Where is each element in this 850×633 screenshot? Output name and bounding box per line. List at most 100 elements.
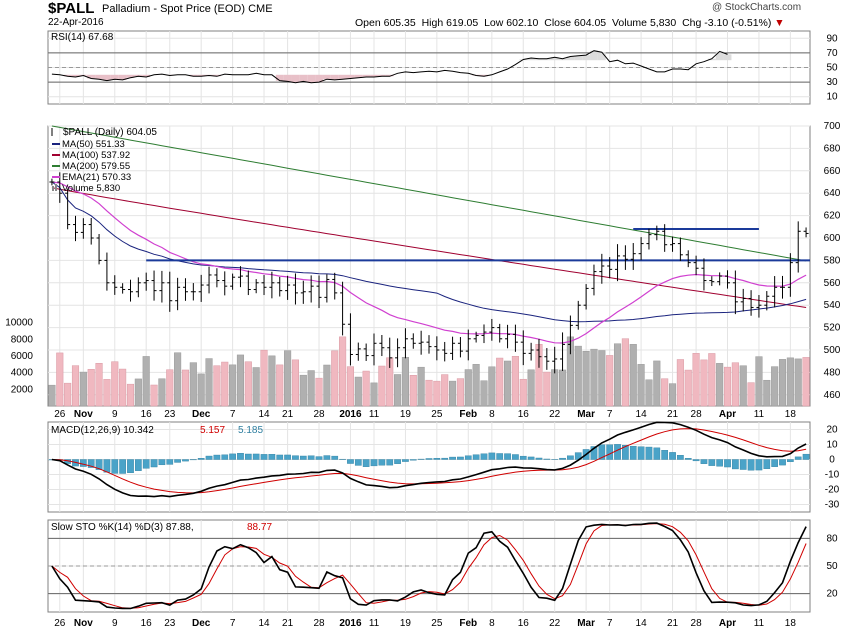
volume-bar [661, 378, 669, 407]
macd-histogram-bar [771, 459, 778, 467]
macd-histogram-bar [629, 445, 637, 460]
rsi-weak-fill [126, 74, 135, 78]
macd-histogram-bar [755, 459, 763, 471]
volume-bar [150, 384, 158, 407]
macd-histogram-bar [464, 455, 472, 460]
macd-histogram-bar [669, 452, 676, 460]
macd-histogram-bar [284, 454, 291, 460]
volume-tick-label: 8000 [11, 334, 34, 345]
volume-bar [527, 369, 535, 407]
volume-bar [221, 361, 229, 407]
rsi-weak-fill [142, 74, 151, 77]
macd-histogram-bar [394, 459, 401, 464]
macd-histogram-bar [779, 459, 786, 466]
rsi-strong-fill [527, 58, 536, 61]
rsi-weak-fill [134, 74, 143, 77]
volume-bar [731, 362, 739, 407]
volume-bar [339, 336, 347, 407]
volume-bar [574, 345, 582, 407]
rsi-weak-fill [362, 74, 371, 77]
sto-tick-label: 80 [826, 533, 838, 544]
x-axis: 26 26 Nov Nov 9 9 16 16 23 23 Dec Dec 7 7 14 14 21 21 28 28… [54, 409, 796, 629]
x-tick-label: 11 [754, 409, 765, 420]
rsi-weak-fill [275, 74, 284, 81]
volume-bar [590, 348, 598, 407]
price-tick-label: 520 [824, 323, 841, 334]
rsi-weak-fill [102, 74, 111, 81]
volume-bar [64, 382, 72, 407]
volume-bar [613, 343, 622, 407]
rsi-weak-fill [370, 74, 378, 77]
macd-histogram-bar [213, 454, 221, 460]
macd-histogram-bar [512, 454, 519, 460]
rsi-weak-fill [118, 74, 127, 80]
macd-tick-label: -20 [825, 485, 840, 496]
macd-histogram-bar [307, 455, 315, 460]
macd-histogram-bar [787, 459, 794, 462]
macd-histogram-bar [677, 455, 684, 460]
x-tick-label: 8 [489, 409, 495, 420]
rsi-strong-fill [558, 58, 567, 61]
macd-histogram-bar [535, 457, 543, 460]
volume-bar [56, 352, 64, 407]
sto-title: Slow STO %K(14) %D(3) 87.88, [51, 522, 194, 533]
chg-label: Chg [682, 17, 702, 29]
volume-bar [276, 364, 284, 407]
macd-histogram-bar [519, 455, 527, 460]
macd-histogram-bar [559, 457, 566, 460]
rsi-title: RSI(14) 67.68 [51, 32, 114, 43]
volume-bar [307, 370, 315, 407]
macd-histogram-bar [692, 459, 700, 462]
rsi-strong-fill [597, 52, 606, 61]
x-tick-label: 16 [141, 409, 153, 420]
macd-histogram-bar [378, 459, 386, 466]
rsi-weak-fill [189, 74, 198, 77]
macd-histogram-bar [739, 459, 747, 470]
macd-histogram-bar [292, 455, 299, 460]
volume-bar [346, 366, 354, 407]
high-label: High [421, 17, 444, 29]
rsi-weak-fill [307, 74, 316, 83]
macd-histogram-bar [409, 459, 417, 461]
volume-bar [252, 367, 260, 407]
volume-bar [684, 369, 692, 407]
volume-bar [236, 354, 245, 407]
watermark: @ StockCharts.com [712, 2, 802, 13]
macd-histogram-bar [237, 452, 244, 460]
x-tick-label: 23 [164, 618, 176, 629]
macd-frame [47, 421, 811, 513]
macd-signal-value: 5.157 [200, 425, 225, 436]
macd-histogram-bar [127, 459, 134, 474]
macd-histogram-bar [111, 459, 119, 474]
rsi-tick-label: 70 [826, 48, 838, 59]
x-tick-label: Dec [192, 409, 211, 420]
price-tick-label: 680 [824, 143, 841, 154]
x-tick-label: 26 [54, 409, 66, 420]
macd-histogram-bar [323, 455, 331, 460]
open-label: Open [355, 17, 381, 29]
volume-bar [472, 364, 480, 407]
exchange-label: CME [248, 3, 273, 15]
volume-bar [543, 371, 551, 407]
volume-bar [425, 379, 433, 407]
volume-bar [87, 369, 95, 407]
price-tick-label: 660 [824, 166, 841, 177]
volume-bar [111, 361, 119, 407]
macd-histogram-bar [700, 459, 708, 464]
macd-histogram-bar [252, 453, 260, 460]
volume-bar [558, 369, 567, 407]
macd-histogram-bar [622, 445, 629, 460]
volume-bar [284, 350, 292, 407]
volume-value: 5,830 [649, 17, 677, 29]
x-tick-label: 28 [691, 618, 703, 629]
x-tick-label: 8 [489, 618, 495, 629]
macd-histogram-bar [653, 447, 661, 460]
volume-tick-label: 6000 [11, 351, 34, 362]
x-tick-label: 11 [369, 409, 380, 420]
macd-signal-line [51, 428, 807, 494]
volume-tick-label: 10000 [5, 318, 33, 329]
rsi-strong-fill [535, 58, 543, 61]
volume-bar [166, 369, 174, 407]
